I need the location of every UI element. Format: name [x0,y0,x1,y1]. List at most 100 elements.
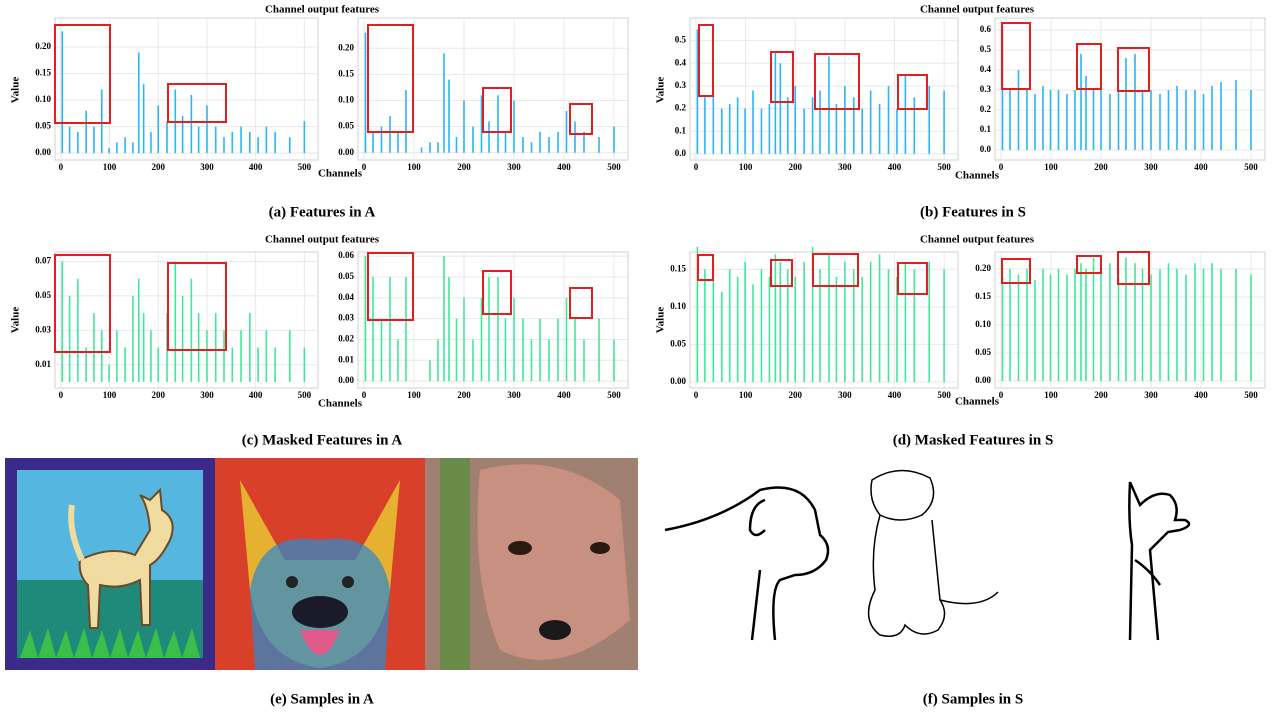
y-axis-label: Value [655,307,667,334]
x-tick-label: 100 [739,162,753,172]
y-tick-label: 0.01 [338,354,354,364]
y-tick-label: 0.10 [670,301,686,311]
chart: 0.00.10.20.30.40.50.60100200300400500 [980,18,1265,172]
x-tick-label: 500 [298,390,312,400]
y-tick-label: 0.10 [338,95,354,105]
y-tick-label: 0.2 [675,103,687,113]
painting-nose [292,596,348,628]
x-tick-label: 100 [1044,162,1058,172]
x-tick-label: 200 [1094,162,1108,172]
y-tick-label: 0.03 [338,313,354,323]
y-tick-label: 0.00 [975,375,991,385]
y-tick-label: 0.3 [675,80,687,90]
x-tick-label: 300 [200,162,214,172]
caption: (f) Samples in S [923,691,1023,707]
painting-eye [590,542,610,554]
y-tick-label: 0.5 [980,44,992,54]
samples-s [665,470,1189,640]
x-tick-label: 0 [999,162,1004,172]
y-tick-label: 0.02 [338,334,354,344]
x-tick-label: 300 [507,390,521,400]
sketch-dog [1129,482,1189,640]
y-tick-label: 0.05 [338,121,354,131]
x-tick-label: 200 [152,162,166,172]
y-tick-label: 0.01 [35,359,51,369]
y-tick-label: 0.05 [338,271,354,281]
x-tick-label: 100 [103,390,117,400]
x-tick-label: 400 [888,162,902,172]
x-tick-label: 300 [1144,162,1158,172]
y-axis-label: Value [655,77,667,104]
x-tick-label: 500 [607,390,621,400]
x-tick-label: 200 [457,390,471,400]
x-tick-label: 400 [1194,162,1208,172]
x-tick-label: 400 [557,162,571,172]
y-tick-label: 0.0 [980,144,992,154]
y-tick-label: 0.10 [975,319,991,329]
y-tick-label: 0.2 [980,104,992,114]
x-tick-label: 300 [200,390,214,400]
y-tick-label: 0.05 [35,121,51,131]
x-tick-label: 500 [937,390,951,400]
caption: (e) Samples in A [270,691,374,707]
x-tick-label: 0 [999,390,1004,400]
x-tick-label: 500 [1244,162,1258,172]
chart-title: Channel output features [265,4,380,16]
caption: (a) Features in A [269,204,376,220]
x-tick-label: 400 [888,390,902,400]
x-tick-label: 0 [59,162,64,172]
y-tick-label: 0.1 [980,124,992,134]
x-tick-label: 0 [59,390,64,400]
y-tick-label: 0.07 [35,256,51,266]
x-tick-label: 300 [507,162,521,172]
y-tick-label: 0.00 [35,147,51,157]
y-tick-label: 0.20 [975,263,991,273]
y-tick-label: 0.3 [980,84,992,94]
painting-eye [342,576,354,588]
x-tick-label: 100 [103,162,117,172]
x-tick-label: 100 [739,390,753,400]
x-axis-label: Channels [955,170,1000,182]
y-tick-label: 0.06 [338,250,354,260]
y-tick-label: 0.05 [975,347,991,357]
y-tick-label: 0.15 [670,263,686,273]
x-tick-label: 200 [1094,390,1108,400]
x-tick-label: 0 [694,162,699,172]
x-tick-label: 400 [1194,390,1208,400]
y-tick-label: 0.15 [338,68,354,78]
x-tick-label: 100 [1044,390,1058,400]
x-tick-label: 400 [249,162,263,172]
y-tick-label: 0.00 [338,147,354,157]
x-tick-label: 0 [362,162,367,172]
x-tick-label: 400 [249,390,263,400]
painting-cactus [440,458,470,670]
y-tick-label: 0.10 [35,94,51,104]
painting-eye [508,541,532,555]
chart-title: Channel output features [920,234,1035,246]
y-tick-label: 0.00 [338,375,354,385]
x-axis-label: Channels [318,168,363,180]
x-tick-label: 200 [788,162,802,172]
caption: (d) Masked Features in S [893,432,1054,448]
y-tick-label: 0.1 [675,125,687,135]
y-tick-label: 0.03 [35,324,51,334]
y-tick-label: 0.6 [980,24,992,34]
x-tick-label: 500 [607,162,621,172]
x-tick-label: 0 [694,390,699,400]
y-tick-label: 0.15 [975,291,991,301]
y-tick-label: 0.04 [338,292,354,302]
x-tick-label: 400 [557,390,571,400]
caption: (c) Masked Features in A [242,432,403,448]
figure: 0.000.050.100.150.200100200300400500Chan… [0,0,1279,715]
samples-a [5,458,638,670]
x-tick-label: 500 [937,162,951,172]
y-tick-label: 0.0 [675,148,687,158]
x-tick-label: 100 [407,162,421,172]
